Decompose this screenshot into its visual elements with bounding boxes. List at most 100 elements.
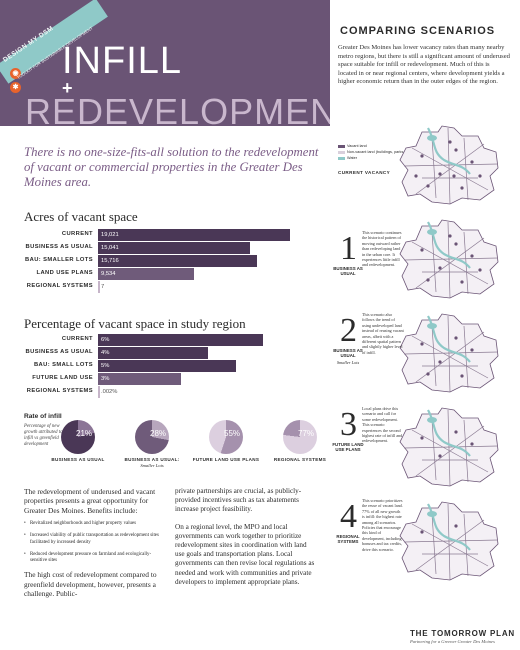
acres-bar xyxy=(98,242,250,254)
road-line xyxy=(431,325,437,387)
rate-donut-label: BUSINESS AS USUAL: xyxy=(124,457,180,462)
legend-swatch xyxy=(338,145,345,148)
rate-donut-label: REGIONAL SYSTEMS xyxy=(273,457,327,462)
scenario-name: REGIONAL SYSTEMS xyxy=(336,534,360,545)
road-line xyxy=(415,425,485,477)
tagline: There is no one-size-fits-all solution t… xyxy=(24,145,319,190)
lake xyxy=(427,135,437,141)
body-paragraph-2: private partnerships are crucial, as pub… xyxy=(175,487,302,514)
road-line xyxy=(447,409,451,487)
percent-bar xyxy=(98,347,208,359)
road-line xyxy=(431,137,437,199)
legend-swatch xyxy=(338,157,345,160)
acres-row: BAU: SMALLER LOTS 15,716 xyxy=(25,255,290,267)
percent-bar xyxy=(98,373,181,385)
acres-bar xyxy=(98,281,100,293)
road-line xyxy=(403,539,499,543)
scenario-number: 1 xyxy=(340,230,357,267)
percent-category-label: BUSINESS AS USUAL xyxy=(25,349,93,355)
acres-bar xyxy=(98,229,290,241)
walk-icon: ✱ xyxy=(10,82,21,93)
percent-bar xyxy=(98,334,263,346)
road-line xyxy=(431,513,437,575)
percent-value-label: 3% xyxy=(101,376,110,382)
body-paragraph-1: The high cost of redevelopment compared … xyxy=(24,570,157,599)
scenario-number: 2 xyxy=(340,312,357,349)
road-line xyxy=(447,503,451,581)
vacant-parcel xyxy=(454,336,458,340)
lake xyxy=(427,229,437,235)
vacant-parcel xyxy=(426,372,430,376)
vacant-parcel xyxy=(420,436,424,440)
road-line xyxy=(447,315,451,393)
acres-row: CURRENT 19,021 xyxy=(62,229,290,241)
vacant-parcel xyxy=(478,268,482,272)
acres-row: BUSINESS AS USUAL 15,041 xyxy=(26,242,290,254)
vacant-parcel xyxy=(454,430,458,434)
vacant-parcel xyxy=(426,184,430,188)
scenario-name: BUSINESS AS USUAL xyxy=(333,266,363,277)
acres-category-label: CURRENT xyxy=(61,231,93,237)
lake xyxy=(427,323,437,329)
rate-donut-sublabel: Smaller Lots xyxy=(140,463,164,468)
rate-donut-label: FUTURE LAND USE PLANS xyxy=(192,457,260,462)
vacant-parcel xyxy=(426,278,430,282)
percent-category-label: FUTURE LAND USE xyxy=(32,375,93,381)
rate-donut-value: 77% xyxy=(298,429,315,438)
scenario-number: 3 xyxy=(340,406,357,443)
percent-bar xyxy=(98,360,236,372)
scenario-description: Local plans drive this scenario and call… xyxy=(362,406,403,444)
legend-item: Water xyxy=(338,156,424,161)
scenario-name: FUTURE LAND USE PLANS xyxy=(332,442,364,453)
legend-item: Vacant land xyxy=(338,144,424,149)
acres-value-label: 15,716 xyxy=(101,258,119,264)
rate-title: Rate of infill xyxy=(24,413,62,420)
rate-donut xyxy=(61,420,95,454)
vacant-parcel xyxy=(454,524,458,528)
lake xyxy=(427,417,437,423)
road-line xyxy=(403,445,499,449)
percent-value-label: 5% xyxy=(101,363,110,369)
road-line xyxy=(403,351,499,355)
vacant-parcel xyxy=(460,374,464,378)
legend-swatch xyxy=(338,151,345,154)
vacant-parcel xyxy=(460,186,464,190)
current-vacancy-label: CURRENT VACANCY xyxy=(338,170,391,175)
vacant-parcel xyxy=(420,154,424,158)
benefit-item: Revitalized neighborhoods and higher pro… xyxy=(24,521,159,527)
percent-bar xyxy=(98,386,100,398)
road-line xyxy=(403,163,499,167)
vacant-parcel xyxy=(470,348,474,352)
rate-donut xyxy=(209,420,243,454)
vacant-parcel xyxy=(470,254,474,258)
vacant-parcel xyxy=(420,342,424,346)
acres-category-label: BAU: SMALLER LOTS xyxy=(25,257,93,263)
map-legend: Vacant land Non-vacant land (buildings, … xyxy=(338,144,424,162)
percent-category-label: CURRENT xyxy=(61,336,93,342)
benefits-list: Revitalized neighborhoods and higher pro… xyxy=(24,521,159,564)
rate-donut xyxy=(135,420,169,454)
scenario-map xyxy=(399,313,499,393)
rate-donut-value: 28% xyxy=(150,429,167,438)
scenario-subtitle: Smaller Lots xyxy=(336,360,360,365)
acres-category-label: REGIONAL SYSTEMS xyxy=(26,283,93,289)
legend-item: Non-vacant land (buildings, parks, roads… xyxy=(338,150,424,155)
donut-hole xyxy=(0,0,14,14)
percent-category-label: REGIONAL SYSTEMS xyxy=(26,388,93,394)
title-redevelopment: REDEVELOPMENT xyxy=(25,91,330,126)
comparing-scenarios-title: COMPARING SCENARIOS xyxy=(340,25,496,37)
body-column-2: private partnerships are crucial, as pub… xyxy=(175,487,315,595)
percent-row: BAU: SMALL LOTS 5% xyxy=(34,360,263,372)
vacant-parcel xyxy=(470,160,474,164)
rate-donut-value: 55% xyxy=(224,429,241,438)
percent-row: FUTURE LAND USE 3% xyxy=(32,373,263,385)
acres-bar xyxy=(98,268,195,280)
scenario-number: 4 xyxy=(340,498,357,535)
vacant-parcel xyxy=(454,242,458,246)
vacant-parcel xyxy=(420,248,424,252)
percent-row: CURRENT 6% xyxy=(62,334,263,346)
acres-value-label: 15,041 xyxy=(101,245,119,251)
vacant-parcel xyxy=(448,234,452,238)
road-line xyxy=(415,519,485,571)
acres-row: LAND USE PLANS 9,534 xyxy=(37,268,290,280)
